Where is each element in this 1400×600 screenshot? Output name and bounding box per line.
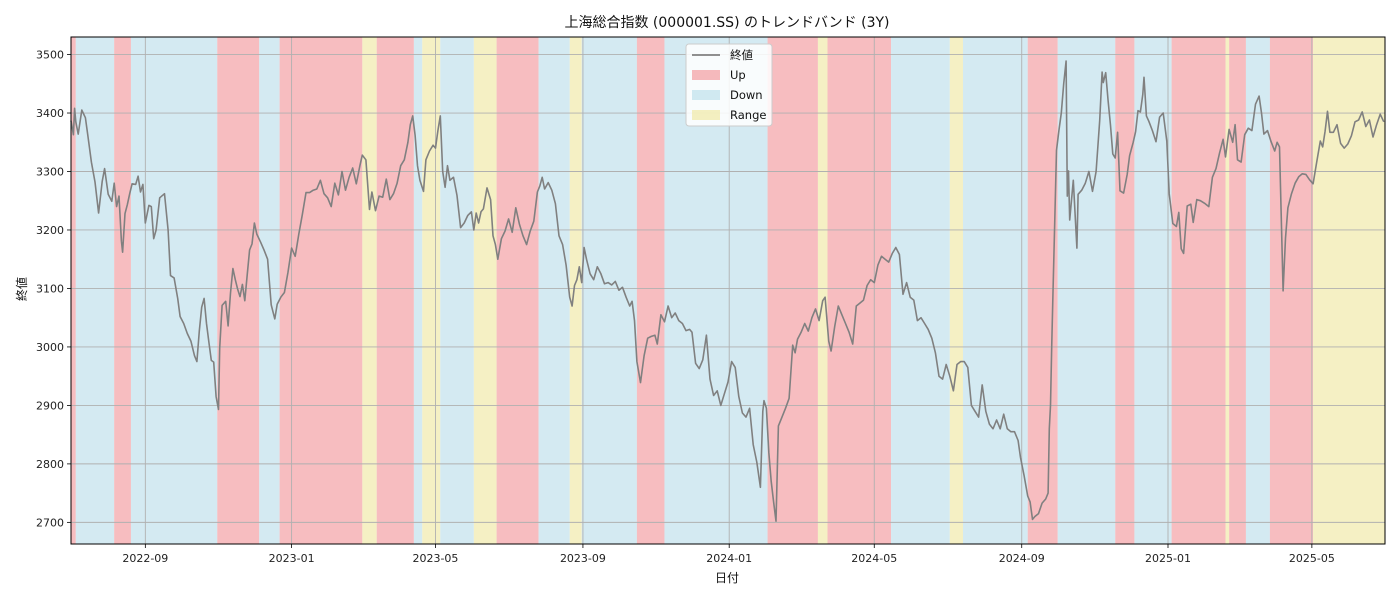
band-down (538, 37, 570, 544)
x-tick-label: 2023-09 (560, 552, 606, 565)
band-down (962, 37, 1028, 544)
band-up (1115, 37, 1135, 544)
band-up (279, 37, 363, 544)
x-tick-label: 2022-09 (122, 552, 168, 565)
band-down (581, 37, 637, 544)
y-axis: 2700 2800 2900 3000 3100 3200 3300 3400 3500 (36, 49, 71, 529)
y-tick-label: 3000 (36, 341, 64, 354)
plot-area (70, 36, 1386, 545)
y-tick-label: 3400 (36, 107, 64, 120)
y-tick-label: 2800 (36, 458, 64, 471)
x-tick-label: 2024-09 (999, 552, 1045, 565)
legend-swatch-range (692, 110, 720, 120)
band-up (827, 37, 892, 544)
y-tick-label: 3300 (36, 165, 64, 178)
y-tick-label: 3200 (36, 224, 64, 237)
x-axis: 2022-09 2023-01 2023-05 2023-09 2024-01 2024-… (122, 544, 1335, 565)
legend-label: 終値 (730, 48, 753, 62)
band-range (1313, 37, 1385, 544)
band-down (75, 37, 115, 544)
band-range (473, 37, 497, 544)
band-up (1171, 37, 1226, 544)
x-axis-label: 日付 (715, 571, 739, 585)
y-tick-label: 3500 (36, 49, 64, 62)
band-range (569, 37, 582, 544)
band-down (413, 37, 423, 544)
x-tick-label: 2025-01 (1145, 552, 1191, 565)
band-up (376, 37, 414, 544)
band-down (440, 37, 474, 544)
legend-label: Up (730, 68, 746, 82)
legend-swatch-up (692, 70, 720, 80)
band-down (1245, 37, 1270, 544)
y-axis-label: 終値 (14, 277, 29, 301)
legend: 終値 Up Down Range (685, 43, 773, 127)
band-range (817, 37, 828, 544)
y-tick-label: 2700 (36, 516, 64, 529)
legend-label: Range (730, 108, 766, 122)
band-range (949, 37, 963, 544)
band-down (891, 37, 950, 544)
band-up (114, 37, 131, 544)
series-line-close-price (70, 60, 1385, 522)
legend-box (685, 43, 773, 127)
x-tick-label: 2024-05 (851, 552, 897, 565)
x-tick-label: 2025-05 (1289, 552, 1335, 565)
y-tick-label: 2900 (36, 399, 64, 412)
x-tick-label: 2023-01 (269, 552, 315, 565)
band-up (1269, 37, 1314, 544)
band-up (636, 37, 665, 544)
band-up (496, 37, 539, 544)
legend-swatch-down (692, 90, 720, 100)
band-down (1134, 37, 1172, 544)
grid-lines (71, 37, 1385, 544)
band-up (767, 37, 818, 544)
series-layer (70, 60, 1385, 522)
x-tick-label: 2023-05 (412, 552, 458, 565)
band-range (1225, 37, 1230, 544)
band-up (1229, 37, 1246, 544)
x-tick-label: 2024-01 (706, 552, 752, 565)
band-up (71, 37, 76, 544)
legend-label: Down (730, 88, 763, 102)
plot-frame (70, 36, 1386, 545)
chart-title: 上海総合指数 (000001.SS) のトレンドバンド (3Y) (564, 15, 889, 31)
y-tick-label: 3100 (36, 282, 64, 295)
